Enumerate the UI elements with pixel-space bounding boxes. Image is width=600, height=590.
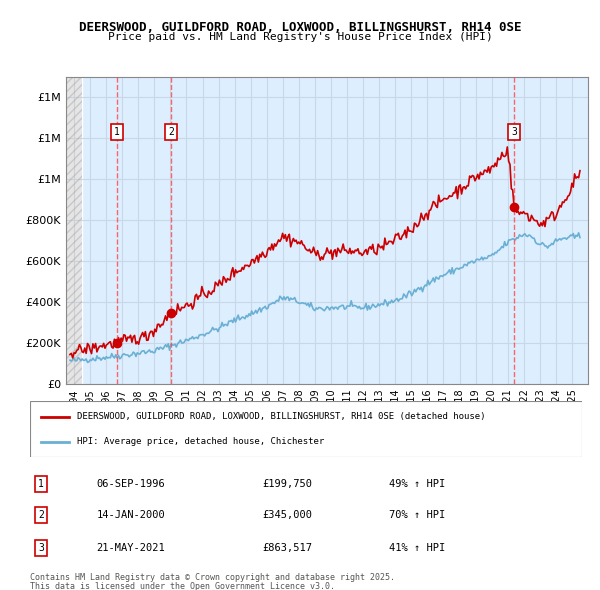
Text: 49% ↑ HPI: 49% ↑ HPI — [389, 479, 445, 489]
Text: DEERSWOOD, GUILDFORD ROAD, LOXWOOD, BILLINGSHURST, RH14 0SE: DEERSWOOD, GUILDFORD ROAD, LOXWOOD, BILL… — [79, 21, 521, 34]
Text: 3: 3 — [38, 543, 44, 553]
Text: 1: 1 — [114, 127, 120, 137]
Text: This data is licensed under the Open Government Licence v3.0.: This data is licensed under the Open Gov… — [30, 582, 335, 590]
Text: £199,750: £199,750 — [262, 479, 312, 489]
Text: £863,517: £863,517 — [262, 543, 312, 553]
Text: £345,000: £345,000 — [262, 510, 312, 520]
Text: 21-MAY-2021: 21-MAY-2021 — [96, 543, 165, 553]
Text: 1: 1 — [38, 479, 44, 489]
Text: Price paid vs. HM Land Registry's House Price Index (HPI): Price paid vs. HM Land Registry's House … — [107, 32, 493, 42]
Text: HPI: Average price, detached house, Chichester: HPI: Average price, detached house, Chic… — [77, 437, 324, 446]
Text: 70% ↑ HPI: 70% ↑ HPI — [389, 510, 445, 520]
Text: 41% ↑ HPI: 41% ↑ HPI — [389, 543, 445, 553]
Bar — [66, 77, 82, 384]
FancyBboxPatch shape — [30, 401, 582, 457]
Text: 2: 2 — [168, 127, 174, 137]
Text: 2: 2 — [38, 510, 44, 520]
Bar — [66, 77, 82, 384]
Text: Contains HM Land Registry data © Crown copyright and database right 2025.: Contains HM Land Registry data © Crown c… — [30, 573, 395, 582]
Text: 3: 3 — [511, 127, 517, 137]
Text: 06-SEP-1996: 06-SEP-1996 — [96, 479, 165, 489]
Text: 14-JAN-2000: 14-JAN-2000 — [96, 510, 165, 520]
Text: DEERSWOOD, GUILDFORD ROAD, LOXWOOD, BILLINGSHURST, RH14 0SE (detached house): DEERSWOOD, GUILDFORD ROAD, LOXWOOD, BILL… — [77, 412, 485, 421]
